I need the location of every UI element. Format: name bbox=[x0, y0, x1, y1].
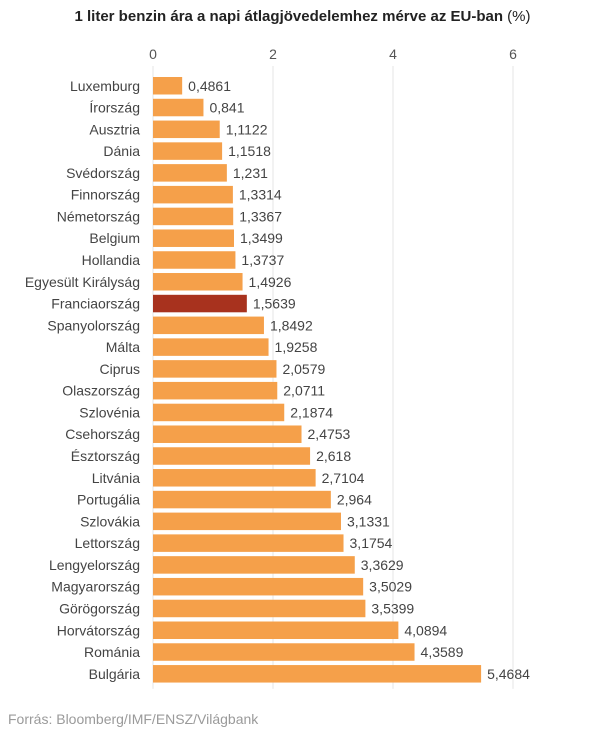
bar-16 bbox=[153, 403, 285, 422]
bar-1 bbox=[153, 77, 183, 95]
x-tick-label-4: 4 bbox=[389, 46, 397, 62]
bar-14 bbox=[153, 360, 277, 378]
value-label-2: 0,841 bbox=[209, 100, 244, 116]
value-label-1: 0,4861 bbox=[188, 78, 231, 94]
x-tick-label-2: 2 bbox=[269, 46, 277, 62]
bar-chart: 0 2 4 6 Luxemburg Írország Ausztria Dánia Svédo… bbox=[25, 46, 530, 689]
value-label-6: 1,3314 bbox=[239, 187, 282, 203]
value-label-27: 4,3589 bbox=[421, 644, 464, 660]
category-label-3: Ausztria bbox=[89, 121, 140, 137]
category-label-1: Luxemburg bbox=[70, 78, 140, 94]
category-label-2: Írország bbox=[89, 100, 140, 116]
value-label-21: 3,1331 bbox=[347, 513, 390, 529]
category-label-6: Finnország bbox=[71, 187, 140, 203]
value-label-5: 1,231 bbox=[233, 165, 268, 181]
value-label-10: 1,4926 bbox=[249, 274, 292, 290]
value-label-25: 3,5399 bbox=[371, 600, 414, 616]
category-label-13: Málta bbox=[106, 339, 140, 355]
value-label-22: 3,1754 bbox=[350, 535, 393, 551]
category-label-7: Németország bbox=[57, 208, 140, 224]
value-label-14: 2,0579 bbox=[282, 361, 325, 377]
bar-23 bbox=[153, 556, 355, 574]
value-labels: 0,4861 0,841 1,1122 1,1518 1,231 1,3314 1,3367… bbox=[188, 78, 530, 682]
bar-17 bbox=[153, 425, 302, 443]
value-label-18: 2,618 bbox=[316, 448, 351, 464]
category-label-18: Észtország bbox=[71, 448, 140, 464]
value-label-19: 2,7104 bbox=[322, 470, 365, 486]
value-label-8: 1,3499 bbox=[240, 230, 283, 246]
category-label-15: Olaszország bbox=[62, 383, 140, 399]
value-label-7: 1,3367 bbox=[239, 208, 282, 224]
value-label-3: 1,1122 bbox=[226, 121, 268, 137]
chart-title-text: 1 liter benzin ára a napi átlagjövedelem… bbox=[74, 8, 503, 25]
bar-24 bbox=[153, 577, 364, 596]
value-label-28: 5,4684 bbox=[487, 666, 530, 682]
value-label-4: 1,1518 bbox=[228, 143, 271, 159]
bar-18 bbox=[153, 447, 311, 465]
x-axis-ticks: 0 2 4 6 bbox=[149, 46, 517, 62]
bar-2 bbox=[153, 98, 204, 117]
category-label-20: Portugália bbox=[77, 492, 140, 508]
bar-10 bbox=[153, 273, 243, 291]
value-label-13: 1,9258 bbox=[275, 339, 318, 355]
category-label-16: Szlovénia bbox=[79, 404, 140, 420]
bar-25 bbox=[153, 599, 366, 618]
category-label-9: Hollandia bbox=[82, 252, 141, 268]
bar-28 bbox=[153, 665, 482, 683]
category-label-17: Csehország bbox=[65, 426, 140, 442]
category-label-21: Szlovákia bbox=[80, 513, 140, 529]
bar-6 bbox=[153, 185, 233, 204]
value-label-26: 4,0894 bbox=[404, 622, 447, 638]
bar-19 bbox=[153, 469, 316, 487]
bar-20 bbox=[153, 490, 331, 509]
value-label-12: 1,8492 bbox=[270, 317, 313, 333]
value-label-20: 2,964 bbox=[337, 492, 372, 508]
category-label-26: Horvátország bbox=[57, 622, 140, 638]
category-label-5: Svédország bbox=[66, 165, 140, 181]
value-label-11: 1,5639 bbox=[253, 296, 296, 312]
bar-22 bbox=[153, 534, 344, 552]
bar-26 bbox=[153, 621, 399, 639]
bar-3 bbox=[153, 120, 220, 139]
bar-13 bbox=[153, 338, 269, 356]
bar-12 bbox=[153, 316, 264, 335]
value-label-15: 2,0711 bbox=[283, 383, 325, 399]
bar-27 bbox=[153, 643, 415, 661]
chart-title: 1 liter benzin ára a napi átlagjövedelem… bbox=[0, 8, 605, 25]
bar-8 bbox=[153, 229, 234, 247]
bar-9 bbox=[153, 251, 236, 269]
category-label-22: Lettország bbox=[75, 535, 140, 551]
category-label-28: Bulgária bbox=[89, 666, 141, 682]
bar-4 bbox=[153, 142, 223, 160]
category-label-8: Belgium bbox=[89, 230, 140, 246]
bars bbox=[153, 77, 482, 683]
bar-15 bbox=[153, 381, 278, 400]
bar-5 bbox=[153, 164, 227, 182]
category-label-4: Dánia bbox=[103, 143, 140, 159]
x-tick-label-6: 6 bbox=[509, 46, 517, 62]
bar-11 bbox=[153, 294, 247, 313]
category-label-11: Franciaország bbox=[51, 296, 140, 312]
category-label-24: Magyarország bbox=[51, 579, 140, 595]
value-label-17: 2,4753 bbox=[308, 426, 351, 442]
category-label-23: Lengyelország bbox=[49, 557, 140, 573]
x-tick-label-0: 0 bbox=[149, 46, 157, 62]
value-label-9: 1,3737 bbox=[241, 252, 284, 268]
bar-21 bbox=[153, 512, 341, 531]
value-label-24: 3,5029 bbox=[369, 579, 412, 595]
category-label-25: Görögország bbox=[59, 600, 140, 616]
category-labels: Luxemburg Írország Ausztria Dánia Svédország… bbox=[25, 78, 140, 682]
source-note: Forrás: Bloomberg/IMF/ENSZ/Világbank bbox=[8, 711, 259, 727]
category-label-27: Románia bbox=[84, 644, 140, 660]
value-label-16: 2,1874 bbox=[290, 404, 333, 420]
category-label-10: Egyesült Királyság bbox=[25, 274, 140, 290]
category-label-14: Ciprus bbox=[100, 361, 140, 377]
bar-7 bbox=[153, 207, 234, 226]
value-label-23: 3,3629 bbox=[361, 557, 404, 573]
category-label-19: Litvánia bbox=[92, 470, 140, 486]
chart-title-unit: (%) bbox=[507, 8, 531, 25]
category-label-12: Spanyolország bbox=[47, 317, 140, 333]
